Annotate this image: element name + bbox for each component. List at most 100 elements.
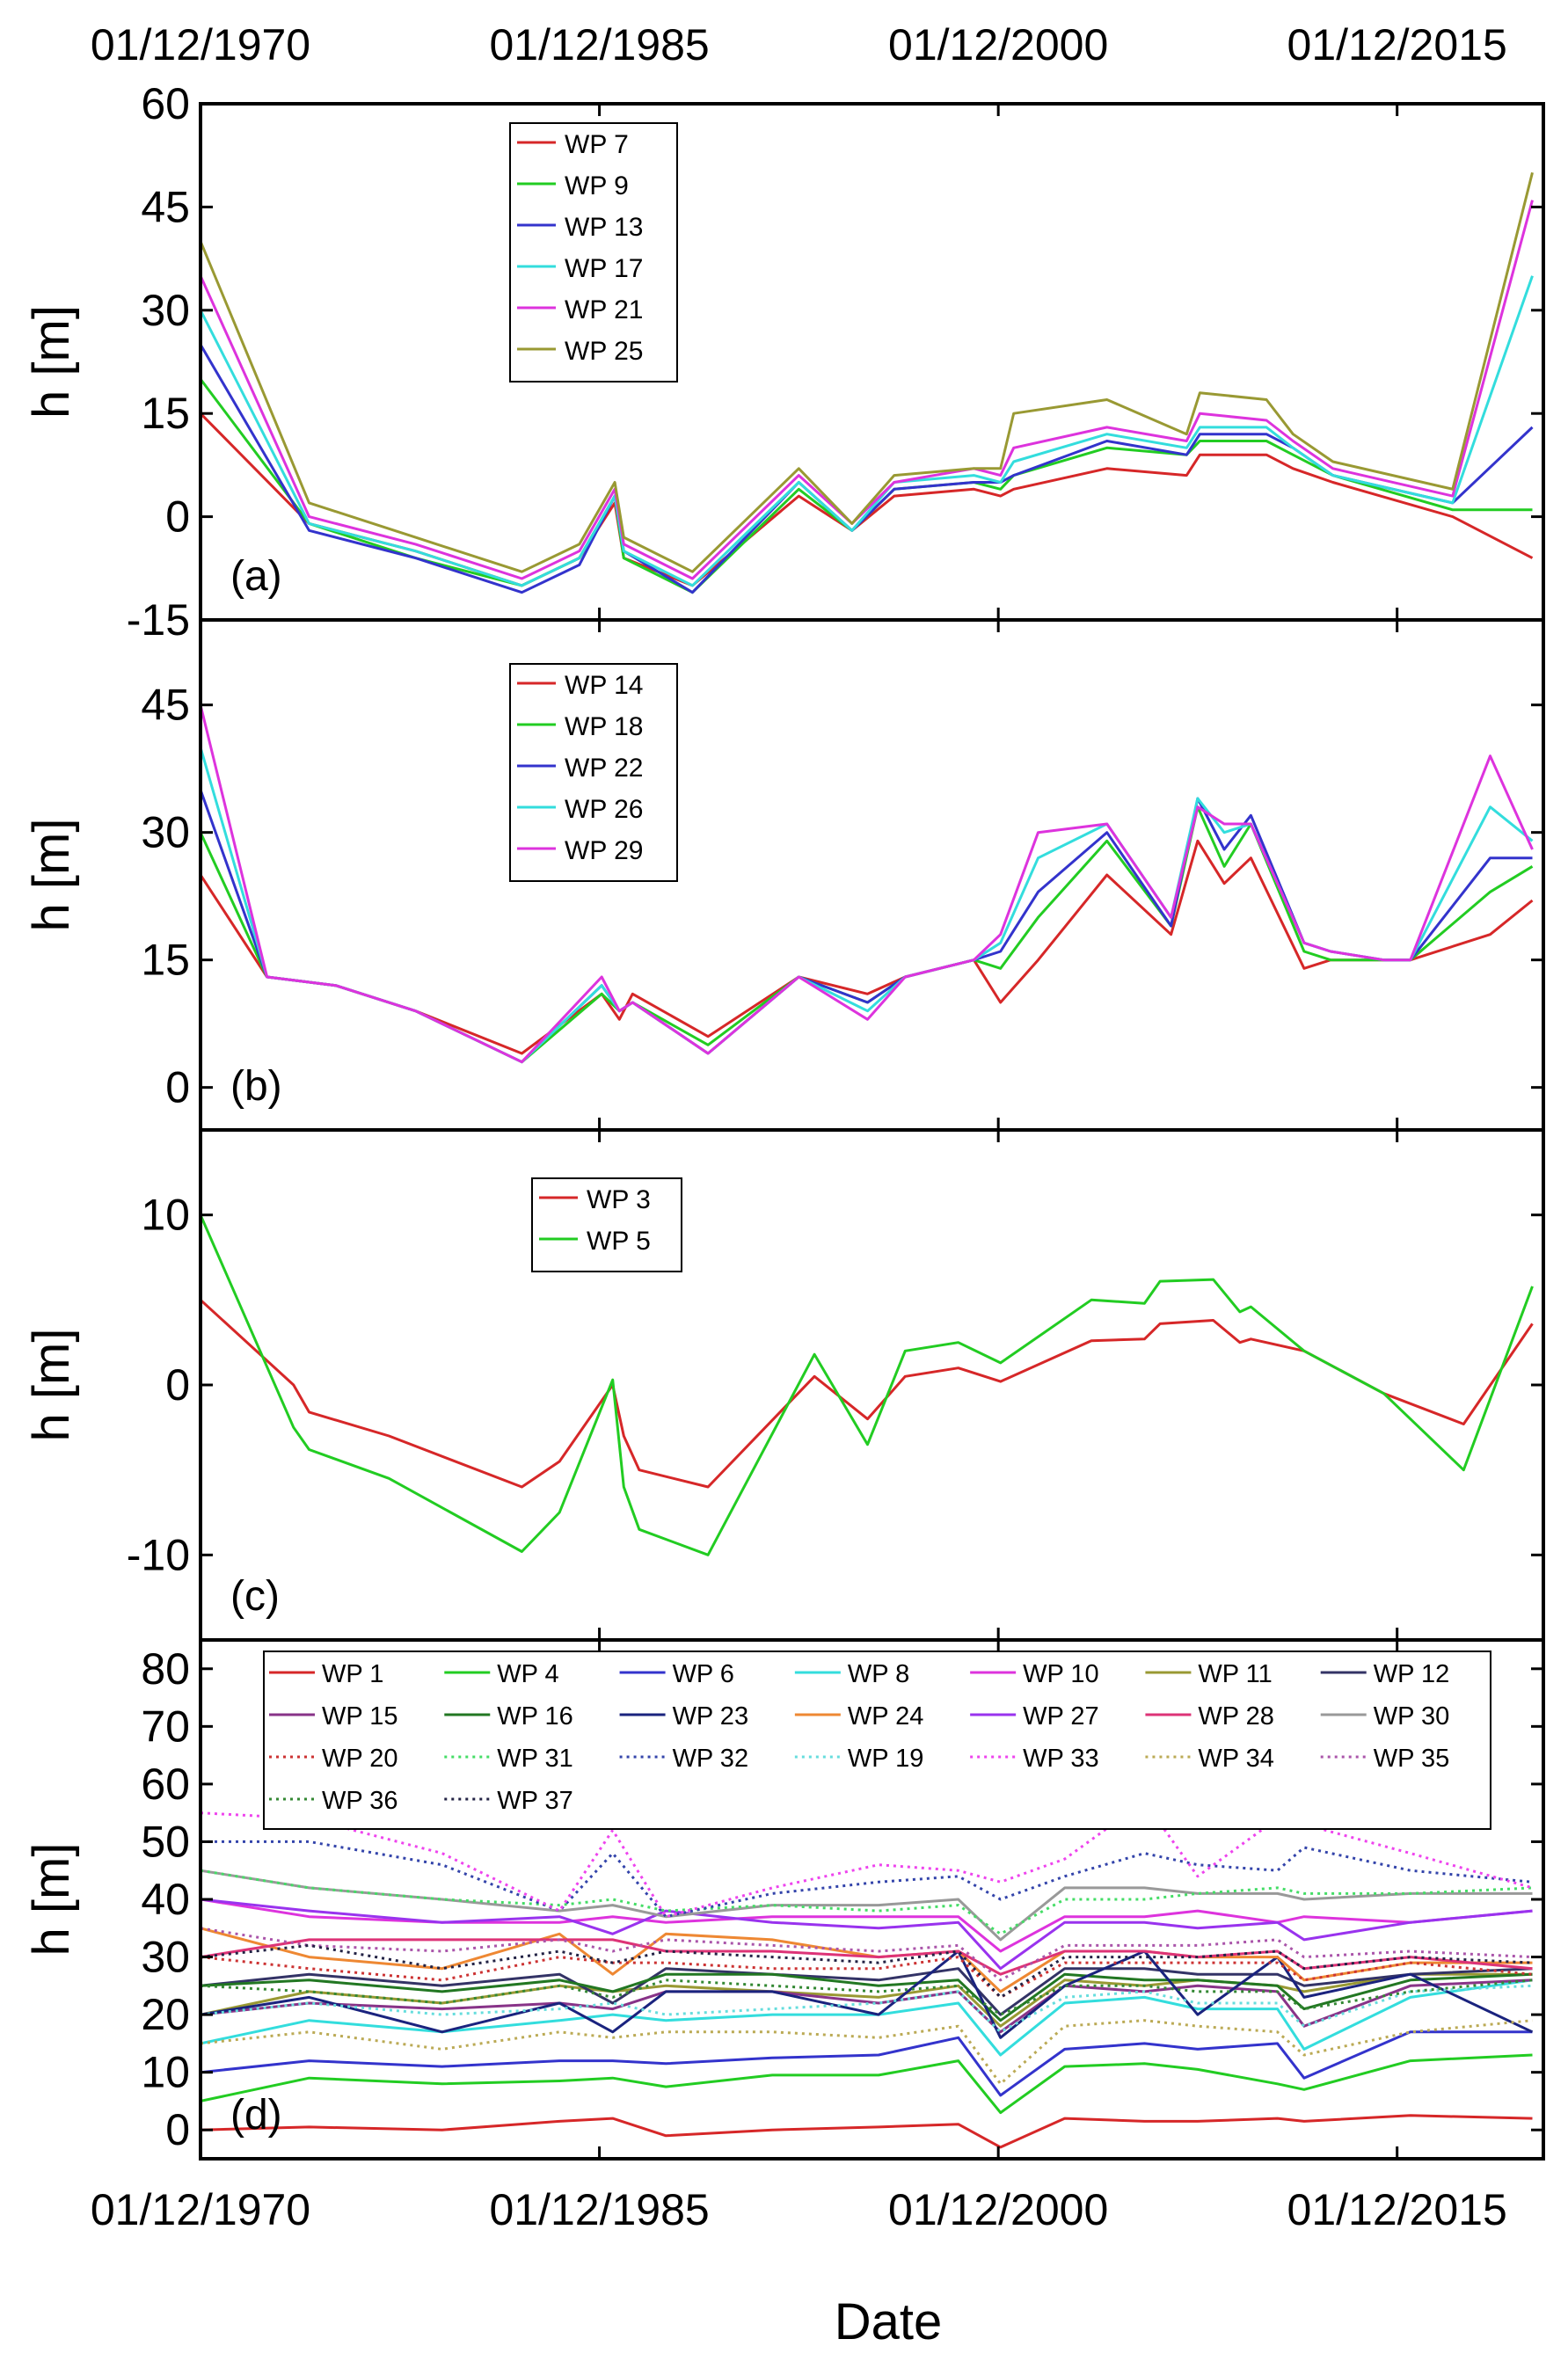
series-line-wp-20 — [201, 1956, 1533, 1999]
y-tick-label: 60 — [141, 1760, 190, 1809]
series-group — [201, 1214, 1534, 1556]
series-line-wp-31 — [201, 1869, 1533, 1935]
legend-entry: WP 25 — [565, 337, 644, 366]
legend-entry: WP 1 — [322, 1660, 383, 1688]
series-line-wp-19 — [201, 1984, 1533, 2034]
series-line-wp-1 — [201, 2114, 1533, 2149]
series-line-wp-5 — [201, 1214, 1534, 1556]
legend-entry: WP 19 — [848, 1745, 924, 1773]
top-date-axis: 01/12/1970 01/12/1985 01/12/2000 01/12/2015 — [91, 20, 1507, 69]
bottom-date-tick-label: 01/12/2000 — [888, 2185, 1108, 2234]
series-line-wp-27 — [201, 1898, 1533, 1971]
legend: WP 1 WP 4 WP 6 WP 8 WP 10 WP 11 WP 12 WP 15 WP 1… — [263, 1651, 1491, 1830]
bottom-date-tick-label: 01/12/1970 — [91, 2185, 310, 2234]
series-line-wp-16 — [201, 1972, 1533, 2022]
y-axis-label: h [m] — [23, 305, 80, 419]
bottom-date-tick-label: 01/12/1985 — [489, 2185, 709, 2234]
series-line-wp-4 — [201, 2053, 1533, 2115]
legend-entry: WP 13 — [565, 213, 644, 242]
series-line-wp-37 — [201, 1943, 1533, 1999]
legend-entry: WP 26 — [565, 795, 644, 824]
series-line-wp-11 — [201, 1972, 1533, 2028]
series-line-wp-6 — [201, 2030, 1533, 2097]
y-tick-label: 50 — [141, 1817, 190, 1866]
legend-entry: WP 7 — [565, 130, 629, 159]
legend-entry: WP 20 — [322, 1745, 398, 1773]
legend-entry: WP 18 — [565, 712, 644, 741]
x-axis-label: Date — [835, 2293, 943, 2350]
legend-entry: WP 37 — [497, 1787, 573, 1815]
legend-entry: WP 22 — [565, 754, 644, 783]
top-date-tick-label: 01/12/1970 — [91, 20, 310, 69]
y-tick-label: 0 — [165, 1360, 190, 1410]
series-line-wp-13 — [201, 344, 1534, 594]
legend-entry: WP 23 — [673, 1702, 749, 1731]
bottom-date-tick-label: 01/12/2015 — [1287, 2185, 1507, 2234]
legend-entry: WP 36 — [322, 1787, 398, 1815]
series-group — [201, 171, 1534, 594]
series-line-wp-17 — [201, 275, 1534, 587]
legend-entry: WP 8 — [848, 1660, 909, 1688]
series-line-wp-21 — [201, 200, 1534, 580]
series-line-wp-7 — [201, 412, 1534, 587]
y-tick-label: 0 — [165, 1063, 190, 1112]
y-tick-label: 30 — [141, 286, 190, 335]
y-tick-label: 70 — [141, 1702, 190, 1751]
legend-box — [263, 1651, 1491, 1830]
y-axis-label: h [m] — [23, 819, 80, 932]
y-tick-label: -15 — [127, 595, 190, 645]
series-line-wp-25 — [201, 171, 1534, 573]
legend-entry: WP 14 — [565, 671, 644, 700]
y-axis-label: h [m] — [23, 1329, 80, 1442]
legend-entry: WP 29 — [565, 836, 644, 865]
y-tick-label: -10 — [127, 1530, 190, 1579]
y-tick-label: 45 — [141, 681, 190, 730]
series-line-wp-26 — [201, 747, 1534, 1064]
series-line-wp-9 — [201, 378, 1533, 594]
legend: WP 14 WP 18 WP 22 WP 26 WP 29 — [509, 663, 678, 882]
series-line-wp-8 — [201, 1978, 1533, 2057]
panel-b: 0 15 30 45 h [m] (b) WP 14 WP 18 WP 22 WP 26 WP 29 — [23, 618, 1545, 1132]
legend-box — [531, 1177, 682, 1272]
legend-entry: WP 30 — [1374, 1702, 1450, 1731]
y-tick-label: 60 — [141, 79, 190, 128]
series-group — [201, 704, 1534, 1064]
legend-entry: WP 27 — [1023, 1702, 1099, 1731]
legend-entry: WP 17 — [565, 254, 644, 283]
y-tick-label: 0 — [165, 492, 190, 542]
y-tick-label: 0 — [165, 2105, 190, 2154]
legend-entry: WP 35 — [1374, 1745, 1450, 1773]
top-date-tick-label: 01/12/2015 — [1287, 20, 1507, 69]
legend-entry: WP 33 — [1023, 1745, 1099, 1773]
panel-label: (c) — [230, 1573, 280, 1620]
series-line-wp-10 — [201, 1898, 1533, 1953]
legend-entry: WP 4 — [497, 1660, 558, 1688]
y-tick-label: 30 — [141, 808, 190, 857]
legend: WP 7 WP 9 WP 13 WP 17 WP 21 WP 25 — [509, 122, 678, 383]
legend-entry: WP 32 — [673, 1745, 749, 1773]
series-line-wp-18 — [201, 805, 1534, 1064]
legend-entry: WP 12 — [1374, 1660, 1450, 1688]
series-line-wp-33 — [201, 1800, 1533, 1919]
y-tick-label: 10 — [141, 2048, 190, 2097]
legend-entry: WP 11 — [1198, 1660, 1272, 1688]
panel-label: (a) — [230, 553, 282, 600]
y-tick-label: 80 — [141, 1644, 190, 1694]
series-line-wp-30 — [201, 1869, 1533, 1942]
legend-entry: WP 16 — [497, 1702, 573, 1731]
legend-box — [509, 122, 678, 383]
y-tick-label: 20 — [141, 1990, 190, 2039]
legend: WP 3 WP 5 — [531, 1177, 682, 1272]
plot-frame — [199, 1128, 1545, 1642]
legend-entry: WP 9 — [565, 171, 629, 200]
legend-entry: WP 31 — [497, 1745, 573, 1773]
legend-entry: WP 24 — [848, 1702, 924, 1731]
legend-entry: WP 28 — [1198, 1702, 1274, 1731]
series-line-wp-12 — [201, 1967, 1533, 2016]
panel-label: (d) — [230, 2092, 282, 2139]
plot-frame — [199, 618, 1545, 1132]
y-tick-label: 30 — [141, 1933, 190, 1982]
